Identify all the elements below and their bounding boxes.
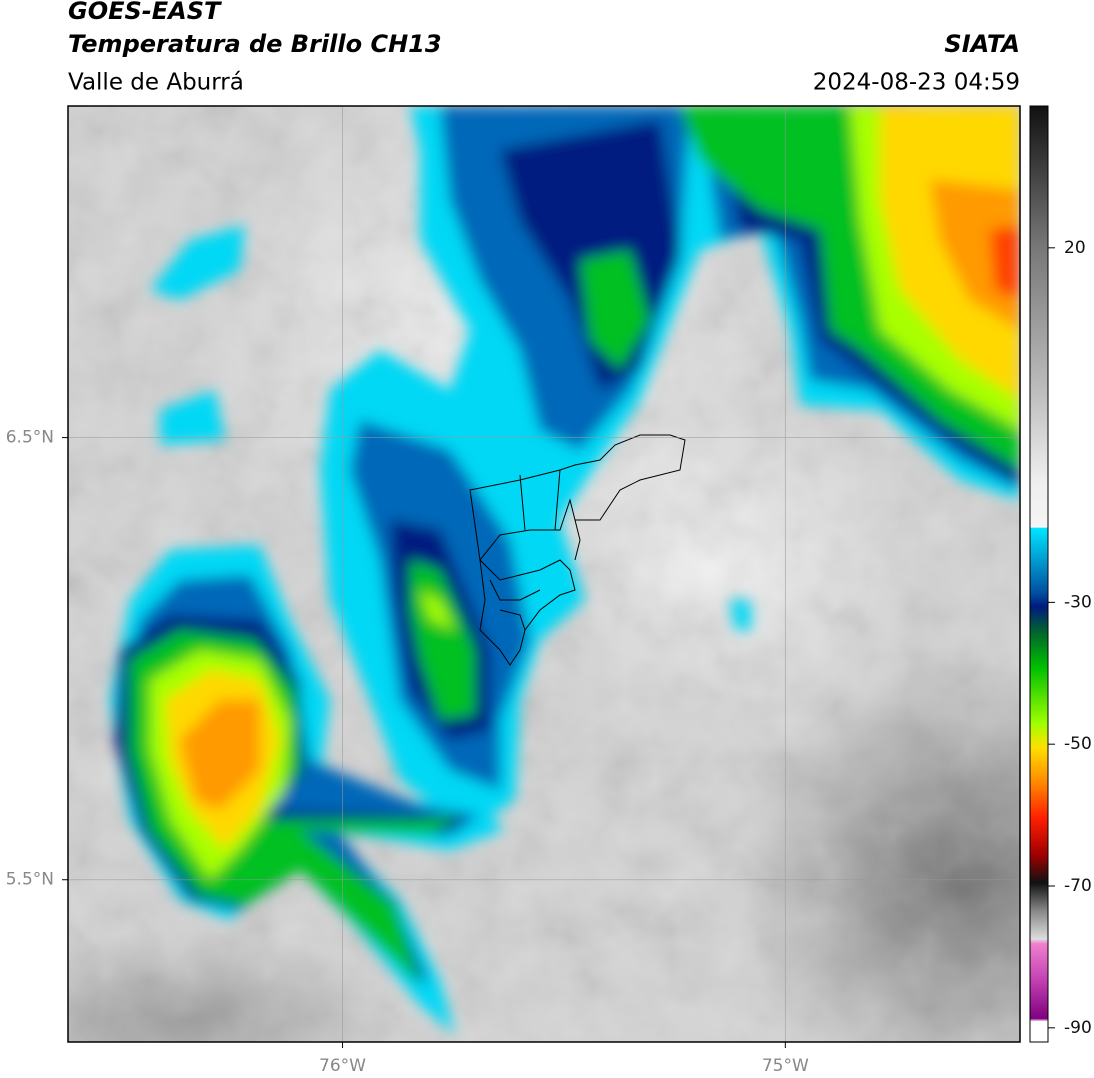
y-tick-label: 6.5°N [6, 428, 54, 448]
colorbar-tick-label: -90 [1064, 1018, 1092, 1038]
colorbar [1029, 105, 1049, 1043]
satellite-image [68, 106, 1020, 1042]
colorbar-tick-label: -70 [1064, 876, 1092, 896]
y-tick-label: 5.5°N [6, 870, 54, 890]
title: GOES-EAST [68, 0, 222, 25]
region: Valle de Aburrá [68, 70, 244, 96]
colorbar-tick-label: -30 [1064, 592, 1092, 612]
timestamp: 2024-08-23 04:59 [813, 70, 1020, 96]
x-tick-label: 75°W [762, 1056, 809, 1076]
municipal-boundaries [469, 434, 686, 666]
subtitle: Temperatura de Brillo CH13 [68, 30, 442, 58]
cloud-red [990, 225, 1020, 300]
plot-frame [67, 105, 1021, 1043]
colorbar-tick-label: 20 [1064, 238, 1086, 258]
grid [68, 106, 1020, 1042]
x-tick-label: 76°W [319, 1056, 366, 1076]
clouds [110, 106, 1020, 1035]
source: SIATA [944, 30, 1020, 58]
colorbar-tick-label: -50 [1064, 734, 1092, 754]
